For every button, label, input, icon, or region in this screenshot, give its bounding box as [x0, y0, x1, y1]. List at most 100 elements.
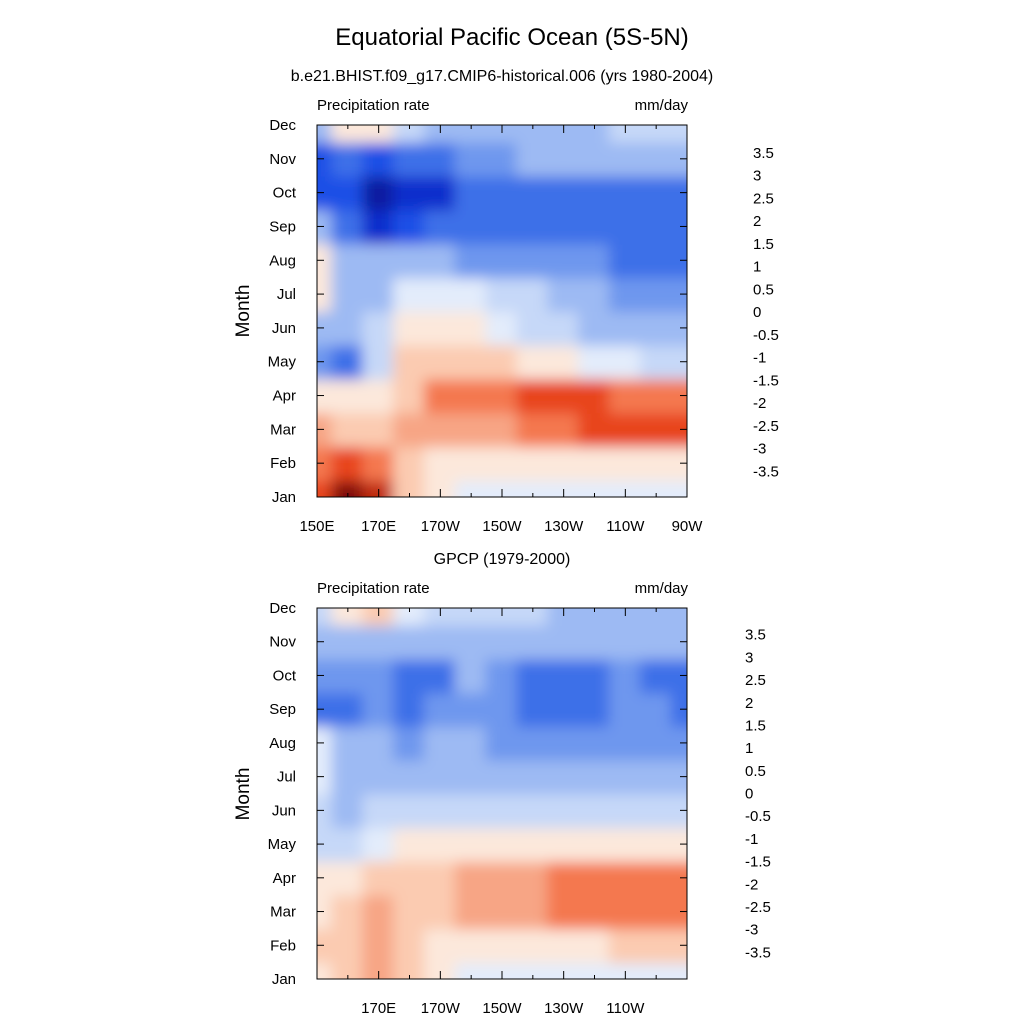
heatmap-cell — [608, 125, 642, 143]
colorbar-label: 2.5 — [745, 672, 766, 689]
heatmap-cell — [393, 445, 426, 482]
heatmap-cell — [578, 445, 611, 482]
heatmap-cell — [317, 860, 334, 896]
bottom-panel: GPCP (1979-2000) Precipitation rate mm/d… — [233, 551, 771, 1017]
x-tick-label: 90W — [672, 518, 704, 535]
heatmap-cell — [331, 377, 365, 414]
heatmap-cell — [639, 276, 673, 312]
heatmap-cell — [547, 725, 581, 761]
heatmap-cell — [516, 479, 550, 497]
heatmap-cell — [578, 377, 611, 414]
heatmap-cell — [516, 608, 550, 626]
heatmap-cell — [362, 125, 396, 143]
heatmap-cell — [547, 657, 581, 694]
heatmap-cell — [516, 174, 550, 211]
y-tick-label: Sep — [269, 218, 296, 235]
heatmap-cell — [393, 479, 426, 497]
colorbar-label: -1 — [745, 831, 758, 848]
heatmap-cell — [485, 174, 519, 211]
heatmap-cell — [331, 927, 365, 964]
y-tick-label: Mar — [270, 904, 296, 921]
heatmap-cell — [578, 208, 611, 245]
heatmap-cell — [423, 725, 457, 761]
y-tick-label: Sep — [269, 701, 296, 718]
heatmap-cell — [454, 608, 488, 626]
heatmap-cell — [331, 691, 365, 727]
heatmap-cell — [670, 125, 687, 143]
x-tick-label: 170E — [361, 518, 396, 535]
heatmap-cell — [578, 725, 611, 761]
heatmap-cell — [393, 343, 426, 380]
heatmap-cell — [485, 691, 519, 727]
heatmap-cell — [485, 927, 519, 964]
heatmap-cell — [454, 125, 488, 143]
heatmap-cell — [423, 792, 457, 829]
heatmap-cell — [454, 242, 488, 279]
heatmap-cell — [485, 343, 519, 380]
y-tick-label: Feb — [270, 455, 296, 472]
heatmap-cell — [578, 174, 611, 211]
heatmap-cell — [362, 343, 396, 380]
top-panel-plot-area — [317, 125, 687, 497]
heatmap-cell — [331, 140, 365, 177]
colorbar-label: 1 — [753, 259, 761, 276]
heatmap-cell — [639, 792, 673, 829]
heatmap-cell — [608, 343, 642, 380]
heatmap-cell — [454, 961, 488, 979]
heatmap-cell — [547, 445, 581, 482]
colorbar-label: 0 — [753, 304, 761, 321]
y-tick-label: Aug — [269, 735, 296, 752]
y-tick-label: Apr — [273, 870, 296, 887]
colorbar-label: -1.5 — [753, 372, 779, 389]
colorbar-label: 0 — [745, 786, 753, 803]
heatmap-cell — [423, 479, 457, 497]
heatmap-cell — [317, 758, 334, 795]
heatmap-cell — [670, 860, 687, 896]
heatmap-cell — [317, 479, 334, 497]
heatmap-cell — [393, 826, 426, 862]
heatmap-cell — [608, 140, 642, 177]
heatmap-cell — [578, 893, 611, 930]
heatmap-cell — [639, 657, 673, 694]
heatmap-cell — [608, 725, 642, 761]
heatmap-cell — [608, 691, 642, 727]
heatmap-cell — [362, 691, 396, 727]
heatmap-cell — [362, 792, 396, 829]
heatmap-cell — [516, 343, 550, 380]
heatmap-cell — [362, 411, 396, 448]
x-tick-label: 130W — [544, 518, 584, 535]
heatmap-cell — [516, 411, 550, 448]
heatmap-cell — [578, 608, 611, 626]
heatmap-cell — [317, 608, 334, 626]
heatmap-cell — [547, 276, 581, 312]
heatmap-cell — [423, 174, 457, 211]
y-tick-label: Oct — [273, 185, 297, 202]
heatmap-cell — [608, 826, 642, 862]
heatmap-cell — [670, 608, 687, 626]
top-panel: b.e21.BHIST.f09_g17.CMIP6-historical.006… — [233, 68, 779, 535]
heatmap-cell — [317, 691, 334, 727]
heatmap-cell — [670, 343, 687, 380]
heatmap-cell — [454, 208, 488, 245]
heatmap-cell — [485, 860, 519, 896]
colorbar-label: 2 — [753, 213, 761, 230]
heatmap-cell — [670, 792, 687, 829]
heatmap-cell — [454, 860, 488, 896]
heatmap-cell — [317, 242, 334, 279]
heatmap-cell — [331, 826, 365, 862]
top-panel-subtitle: b.e21.BHIST.f09_g17.CMIP6-historical.006… — [291, 68, 713, 85]
heatmap-cell — [423, 276, 457, 312]
heatmap-cell — [423, 140, 457, 177]
heatmap-cell — [454, 758, 488, 795]
bottom-panel-plot-area — [317, 608, 687, 979]
heatmap-cell — [670, 927, 687, 964]
heatmap-cell — [362, 208, 396, 245]
heatmap-cell — [547, 961, 581, 979]
heatmap-cell — [317, 343, 334, 380]
x-tick-label: 170W — [421, 1000, 461, 1017]
heatmap-cell — [331, 445, 365, 482]
y-tick-label: Apr — [273, 388, 296, 405]
colorbar-label: 3 — [753, 168, 761, 185]
heatmap-cell — [608, 961, 642, 979]
y-tick-label: Aug — [269, 252, 296, 269]
